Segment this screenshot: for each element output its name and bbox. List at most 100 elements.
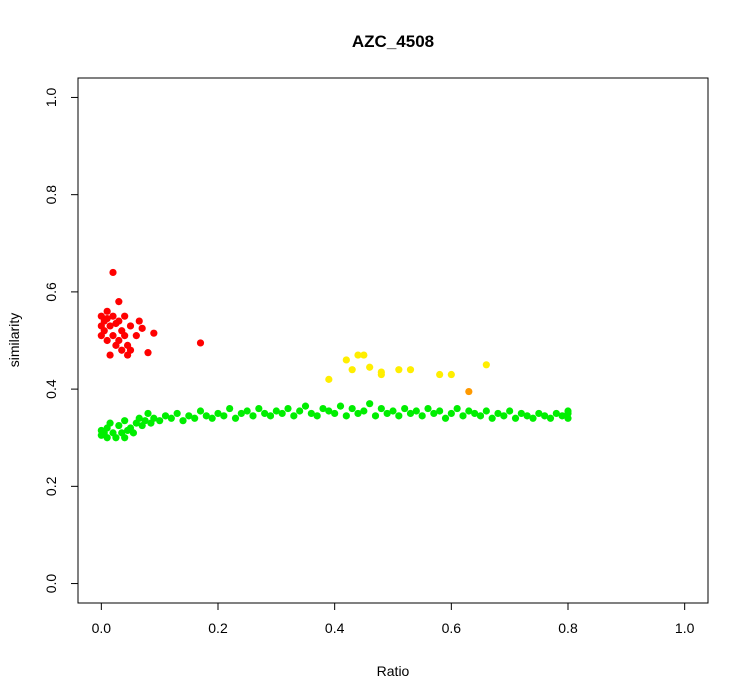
chart-title: AZC_4508 (352, 32, 434, 51)
data-point (202, 412, 210, 420)
x-axis: 0.0 0.2 0.4 0.6 0.8 1.0 (92, 602, 695, 636)
data-point (179, 417, 187, 425)
series-group (465, 387, 473, 396)
data-point (118, 346, 126, 354)
data-point (546, 414, 555, 422)
data-point (126, 322, 135, 330)
data-point (115, 317, 123, 325)
data-point (284, 404, 292, 413)
data-point (231, 414, 240, 422)
data-point (552, 409, 560, 418)
data-point (100, 327, 108, 335)
data-point (115, 298, 123, 306)
data-point (173, 409, 181, 418)
data-point (196, 407, 205, 415)
data-point (290, 412, 298, 420)
data-point (535, 409, 543, 418)
y-axis: 0.0 0.2 0.4 0.6 0.8 1.0 (43, 88, 79, 594)
data-point (185, 412, 193, 420)
data-point (453, 404, 461, 413)
data-point (336, 402, 345, 410)
data-point (342, 412, 350, 420)
data-point (430, 409, 438, 418)
data-point (121, 434, 129, 442)
data-point (272, 407, 280, 415)
data-point (447, 370, 455, 379)
data-point (482, 361, 490, 369)
data-point (506, 407, 514, 415)
data-point (226, 404, 234, 413)
data-point (167, 414, 175, 422)
data-point (360, 407, 368, 415)
data-point (121, 417, 129, 425)
data-point (482, 407, 490, 415)
data-point (313, 412, 321, 420)
data-point (135, 414, 143, 422)
data-point (325, 375, 333, 383)
x-tick-label: 0.8 (558, 620, 578, 636)
data-point (517, 409, 525, 418)
data-point (389, 407, 397, 415)
data-point (301, 402, 310, 410)
data-point (161, 412, 170, 420)
data-point (354, 409, 362, 418)
data-point (383, 409, 391, 418)
x-tick-label: 0.2 (208, 620, 228, 636)
plot-frame (77, 77, 709, 604)
data-point (564, 407, 572, 415)
data-point (558, 412, 566, 420)
data-point (150, 329, 158, 337)
y-tick-label: 0.6 (43, 282, 59, 302)
data-point (476, 412, 485, 420)
data-point (106, 351, 114, 359)
data-point (255, 404, 263, 413)
data-point (541, 412, 549, 420)
data-point (132, 332, 140, 340)
data-point (377, 368, 385, 376)
data-point (471, 409, 479, 418)
points-layer (97, 268, 572, 442)
data-point (156, 417, 164, 425)
data-point (138, 324, 146, 332)
y-axis-label: similarity (6, 313, 22, 367)
data-point (523, 412, 531, 420)
data-point (135, 317, 143, 325)
y-tick-label: 0.4 (43, 379, 59, 399)
data-point (412, 407, 420, 415)
data-point (511, 414, 520, 422)
data-point (237, 409, 245, 418)
y-tick-label: 0.2 (43, 476, 59, 496)
data-point (366, 363, 374, 371)
data-point (249, 412, 257, 420)
x-tick-label: 0.4 (325, 620, 345, 636)
data-point (307, 409, 315, 418)
data-point (220, 412, 228, 420)
data-point (418, 412, 426, 420)
data-point (401, 404, 409, 413)
data-point (424, 404, 432, 413)
data-point (465, 407, 473, 415)
x-tick-label: 1.0 (675, 620, 695, 636)
data-point (106, 419, 114, 427)
data-point (109, 268, 117, 277)
data-point (488, 414, 496, 422)
series-group (97, 400, 572, 442)
x-axis-label: Ratio (377, 663, 410, 679)
data-point (395, 412, 403, 420)
y-tick-label: 1.0 (43, 88, 59, 108)
data-point (126, 346, 135, 354)
data-point (109, 332, 117, 340)
data-point (103, 315, 111, 323)
data-point (266, 412, 275, 420)
data-point (121, 332, 129, 340)
y-tick-label: 0.0 (43, 574, 59, 594)
data-point (395, 366, 403, 374)
series-group (97, 268, 205, 359)
data-point (121, 312, 129, 320)
data-point (261, 409, 269, 418)
data-point (141, 417, 149, 425)
data-point (214, 409, 222, 418)
data-point (447, 409, 455, 418)
data-point (465, 387, 473, 396)
